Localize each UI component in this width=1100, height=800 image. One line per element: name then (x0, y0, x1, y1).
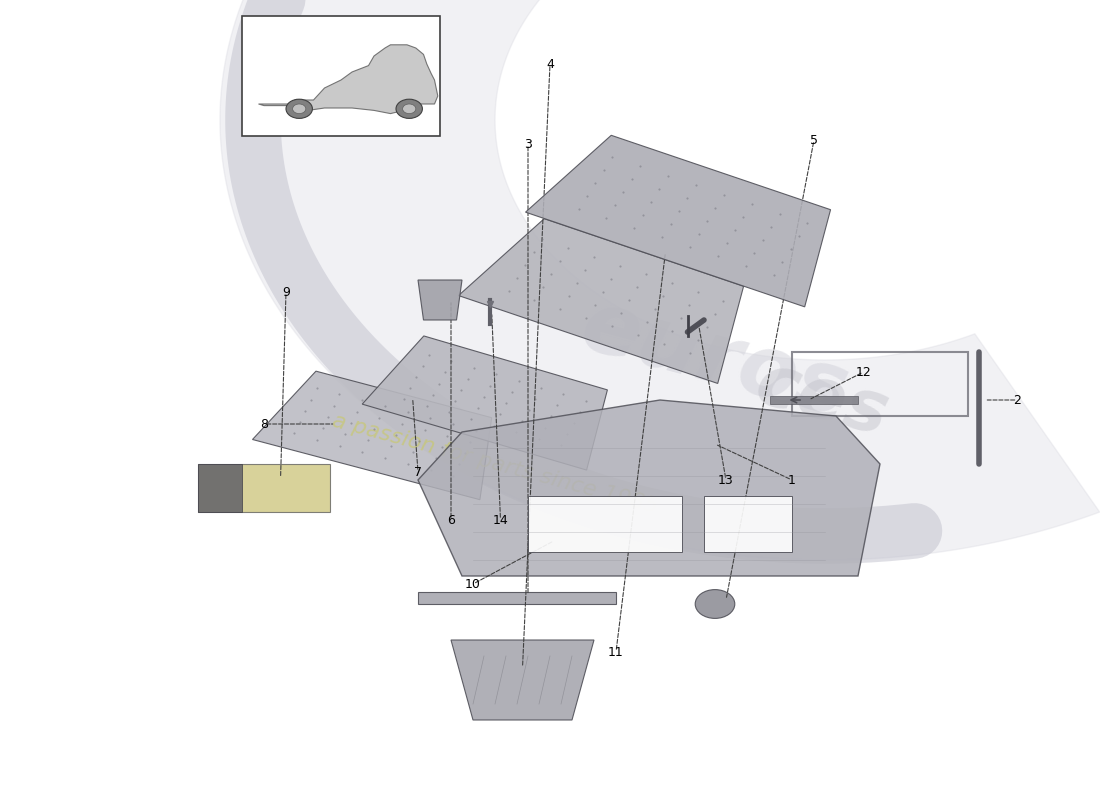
Text: 1: 1 (788, 474, 796, 486)
Polygon shape (258, 45, 438, 114)
Polygon shape (770, 396, 858, 404)
Polygon shape (459, 218, 744, 383)
Polygon shape (362, 336, 607, 470)
Polygon shape (418, 400, 880, 576)
Text: 13: 13 (718, 474, 734, 486)
Text: 14: 14 (493, 514, 508, 526)
Text: 11: 11 (608, 646, 624, 658)
Text: ces: ces (748, 350, 896, 450)
Polygon shape (418, 592, 616, 604)
Circle shape (286, 99, 312, 118)
Circle shape (695, 590, 735, 618)
Text: 6: 6 (447, 514, 455, 526)
Text: 12: 12 (856, 366, 871, 378)
Polygon shape (220, 0, 1100, 560)
Text: 9: 9 (282, 286, 290, 298)
Polygon shape (528, 496, 682, 552)
Polygon shape (198, 464, 330, 512)
Circle shape (396, 99, 422, 118)
Polygon shape (704, 496, 792, 552)
Text: 8: 8 (260, 418, 268, 430)
Polygon shape (198, 464, 242, 512)
Text: a passion for parts since 1985: a passion for parts since 1985 (330, 411, 660, 517)
Polygon shape (418, 280, 462, 320)
Text: 3: 3 (524, 138, 532, 150)
Text: 5: 5 (810, 134, 818, 146)
Text: 4: 4 (546, 58, 554, 70)
Circle shape (403, 104, 416, 114)
Text: 2: 2 (1013, 394, 1022, 406)
Circle shape (293, 104, 306, 114)
Text: euros: euros (572, 285, 857, 435)
Polygon shape (253, 371, 492, 500)
Text: 10: 10 (465, 578, 481, 590)
Polygon shape (451, 640, 594, 720)
Polygon shape (526, 135, 830, 307)
Bar (242, 16, 440, 136)
Text: 7: 7 (414, 466, 422, 478)
